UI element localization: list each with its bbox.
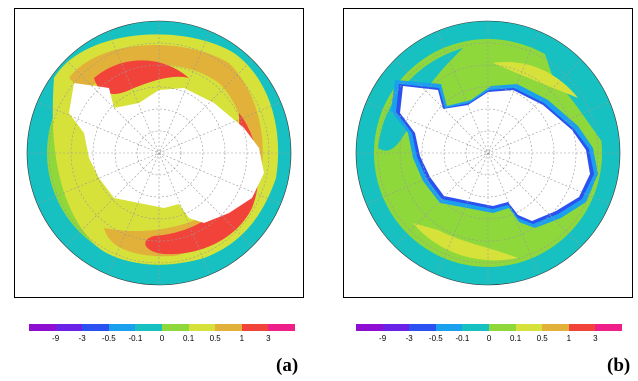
colorbar-swatch <box>215 324 242 331</box>
colorbar-swatch <box>29 324 56 331</box>
south-polar-map-b <box>343 8 633 298</box>
map-panel-b <box>343 8 633 298</box>
antarctica-land <box>400 86 590 221</box>
colorbar-tick-label: -0.5 <box>101 334 116 343</box>
colorbar-ticks: -9 -3 -0.5 -0.1 0 0.1 0.5 1 3 <box>356 334 622 346</box>
colorbar-tick-label: 1 <box>566 334 572 343</box>
colorbar-tick-label: -0.5 <box>428 334 443 343</box>
colorbar-tick-label: -3 <box>78 334 86 343</box>
colorbar-swatch <box>435 324 463 331</box>
colorbar-tick-label: -0.1 <box>455 334 470 343</box>
colorbar-swatch <box>161 324 189 331</box>
colorbar-tick-label: 0.5 <box>536 334 548 343</box>
colorbar-swatches <box>29 324 295 331</box>
colorbar-tick-label: 0 <box>159 334 165 343</box>
map-panel-a <box>14 8 304 298</box>
colorbar-tick-label: -0.1 <box>128 334 143 343</box>
colorbar-tick-label: 0 <box>486 334 492 343</box>
ocean-field-yellow-patch <box>493 62 578 98</box>
colorbar-tick-label: 1 <box>239 334 245 343</box>
colorbar-tick-label: -9 <box>52 334 60 343</box>
colorbar-swatch <box>108 324 136 331</box>
graticule <box>356 21 620 285</box>
colorbar-tick-label: -3 <box>405 334 413 343</box>
colorbar-swatch <box>82 324 109 331</box>
colorbar-tick-label: 0.1 <box>510 334 522 343</box>
colorbar-swatch <box>568 324 596 331</box>
south-polar-map-a <box>14 8 304 298</box>
colorbar-swatches <box>356 324 622 331</box>
colorbar-ticks: -9 -3 -0.5 -0.1 0 0.1 0.5 1 3 <box>29 334 295 346</box>
colorbar-swatch <box>356 324 383 331</box>
map-boundary <box>26 20 292 286</box>
colorbar-swatch <box>409 324 436 331</box>
panel-label-a: (a) <box>276 355 299 376</box>
colorbar-swatch <box>462 324 489 331</box>
colorbar-swatch <box>488 324 516 331</box>
colorbar-a: -9 -3 -0.5 -0.1 0 0.1 0.5 1 3 <box>29 324 295 348</box>
colorbar-swatch <box>135 324 162 331</box>
colorbar-b: -9 -3 -0.5 -0.1 0 0.1 0.5 1 3 <box>356 324 622 348</box>
colorbar-tick-label: 3 <box>593 334 598 343</box>
colorbar-swatch <box>542 324 569 331</box>
colorbar-tick-label: 3 <box>266 334 271 343</box>
colorbar-tick-label: -9 <box>379 334 387 343</box>
colorbar-swatch <box>268 324 295 331</box>
ocean-field-red-ross <box>145 113 259 255</box>
colorbar-swatch <box>241 324 269 331</box>
graticule <box>27 21 291 285</box>
ocean-field-red-weddell <box>94 60 189 94</box>
colorbar-swatch <box>188 324 216 331</box>
colorbar-swatch <box>595 324 622 331</box>
colorbar-swatch <box>55 324 83 331</box>
colorbar-tick-label: 0.1 <box>183 334 195 343</box>
panel-label-b: (b) <box>607 355 631 376</box>
ocean-field-yellow-patch <box>413 223 518 261</box>
ocean-field-orange <box>69 44 263 257</box>
colorbar-swatch <box>515 324 543 331</box>
map-boundary <box>355 20 621 286</box>
colorbar-swatch <box>382 324 410 331</box>
colorbar-tick-label: 0.5 <box>209 334 221 343</box>
